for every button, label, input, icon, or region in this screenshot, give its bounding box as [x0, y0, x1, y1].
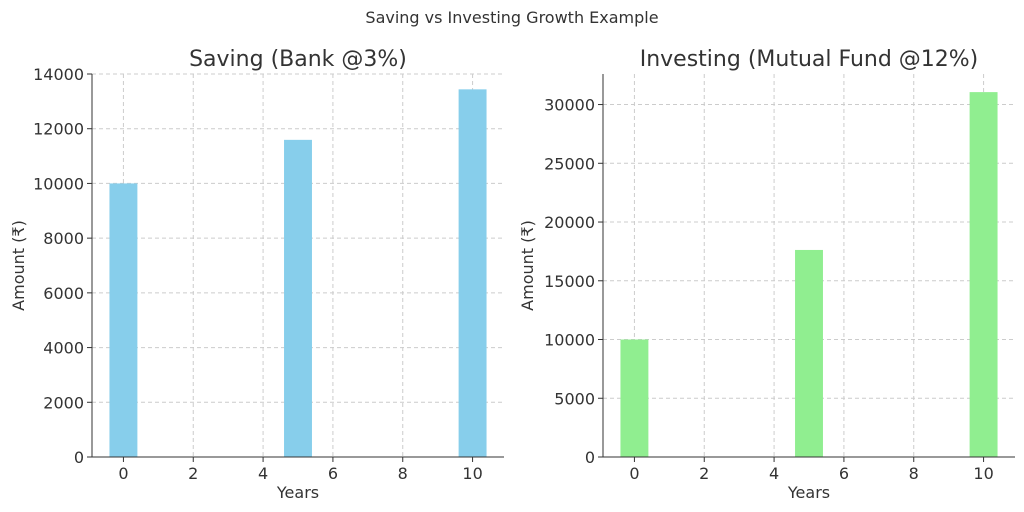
saving-y-tick-label-2: 4000: [43, 339, 84, 358]
saving-x-axis-label: Years: [276, 483, 319, 502]
saving-y-tick-label-5: 10000: [33, 174, 84, 193]
investing-bar-1: [795, 249, 823, 457]
investing-y-tick-label-1: 5000: [554, 389, 595, 408]
saving-chart-title: Saving (Bank @3%): [189, 47, 407, 72]
figure-suptitle: Saving vs Investing Growth Example: [365, 8, 658, 27]
investing-bar-2: [969, 92, 998, 457]
investing-y-tick-label-0: 0: [585, 448, 595, 467]
saving-x-tick-label-4: 8: [398, 464, 408, 483]
investing-x-tick-label-0: 0: [629, 464, 639, 483]
investing-bar-0: [620, 339, 649, 457]
saving-x-tick-label-2: 4: [258, 464, 268, 483]
saving-y-tick-label-6: 12000: [33, 120, 84, 139]
investing-x-tick-label-2: 4: [769, 464, 779, 483]
investing-x-tick-label-1: 2: [699, 464, 709, 483]
investing-x-tick-label-4: 8: [909, 464, 919, 483]
investing-y-tick-label-2: 10000: [544, 331, 595, 350]
saving-x-tick-label-1: 2: [188, 464, 198, 483]
saving-y-tick-label-4: 8000: [43, 229, 84, 248]
investing-y-tick-label-3: 15000: [544, 272, 595, 291]
investing-chart: 0 2 4 6 8 10 0 5000 10000 15000 20000 25000 30000 Inv…: [518, 47, 1015, 502]
investing-y-tick-label-4: 20000: [544, 213, 595, 232]
saving-y-tick-label-3: 6000: [43, 284, 84, 303]
investing-chart-title: Investing (Mutual Fund @12%): [640, 47, 979, 72]
investing-y-axis-label: Amount (₹): [518, 220, 537, 311]
saving-bar-2: [458, 89, 487, 458]
investing-x-tick-label-3: 6: [839, 464, 849, 483]
saving-x-tick-label-0: 0: [118, 464, 128, 483]
investing-y-tick-label-5: 25000: [544, 154, 595, 173]
saving-y-axis-label: Amount (₹): [9, 220, 28, 311]
investing-x-tick-label-5: 10: [973, 464, 993, 483]
saving-chart: 0 2 4 6 8 10 0 2000 4000 6000 8000 10000 12000 14000 S…: [9, 47, 504, 502]
saving-y-tick-label-7: 14000: [33, 65, 84, 84]
saving-bar-1: [284, 139, 312, 458]
saving-x-tick-label-5: 10: [462, 464, 482, 483]
investing-y-tick-label-6: 30000: [544, 96, 595, 115]
investing-x-axis-label: Years: [787, 483, 830, 502]
saving-y-tick-label-0: 0: [74, 448, 84, 467]
saving-x-tick-label-3: 6: [328, 464, 338, 483]
saving-y-tick-label-1: 2000: [43, 393, 84, 412]
saving-bar-0: [109, 183, 138, 457]
